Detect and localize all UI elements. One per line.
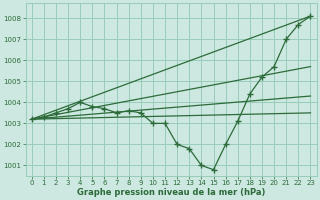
X-axis label: Graphe pression niveau de la mer (hPa): Graphe pression niveau de la mer (hPa) (77, 188, 265, 197)
